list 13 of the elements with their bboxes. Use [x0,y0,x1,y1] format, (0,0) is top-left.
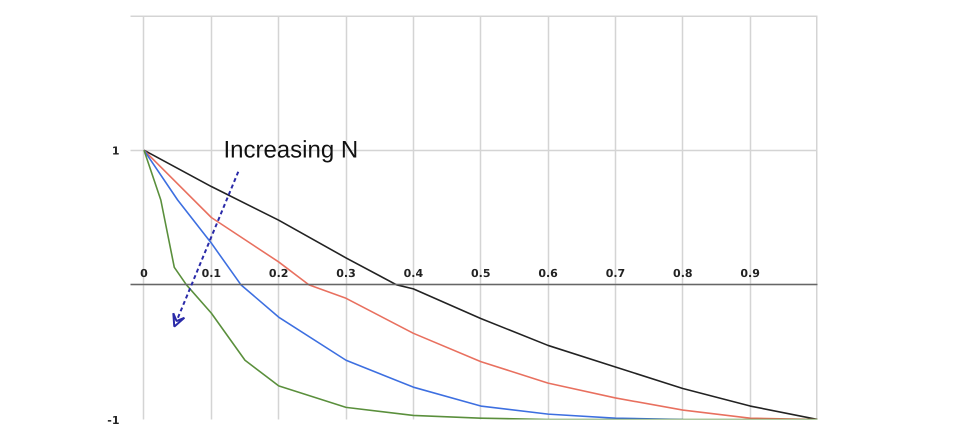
x-tick-label: 0.7 [606,266,626,280]
x-tick-label: 0.5 [470,266,490,280]
x-tick-label: 0.6 [538,266,558,280]
x-tick-label: 0.1 [202,266,222,280]
x-tick-label: 0.4 [404,266,424,280]
y-tick-label: 1 [112,144,120,158]
x-tick-label: 0.3 [336,266,356,280]
x-tick-label: 0 [140,266,148,280]
x-tick-label: 0.9 [740,266,760,280]
annotation: Increasing N [223,136,358,164]
x-tick-label: 0.8 [673,266,693,280]
y-tick-label: -1 [107,414,120,424]
x-tick-label: 0.2 [268,266,288,280]
